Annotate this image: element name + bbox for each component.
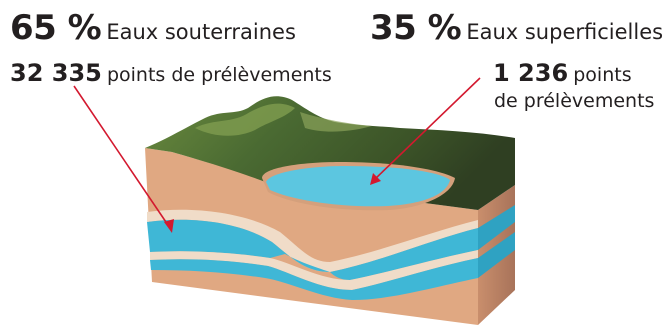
aquifer-upper-right (330, 228, 478, 280)
aquifer-upper (147, 219, 330, 272)
groundwater-count: 32 335 (10, 59, 102, 87)
groundwater-arrow-head (164, 219, 174, 233)
surface-water-points-label-2: de prélèvements (494, 90, 655, 112)
surface-water-arrow-head (370, 173, 381, 185)
groundwater-label: Eaux souterraines (106, 20, 296, 44)
terrain-ridge (195, 103, 295, 136)
surface-water-arrow (373, 77, 481, 181)
side-aquifer-upper (478, 205, 515, 250)
surface-water-label: Eaux superficielles (466, 20, 663, 44)
groundwater-points-label: points de prélèvements (106, 64, 332, 86)
surface-water-points: 1 236 points (493, 61, 632, 85)
sand-layer-lower (150, 250, 478, 290)
groundwater-points: 32 335 points de prélèvements (10, 61, 332, 85)
aquifer-lower (150, 258, 478, 300)
groundwater-heading: 65 % Eaux souterraines (10, 11, 296, 45)
groundwater-arrow (73, 85, 171, 229)
groundwater-percent: 65 % (10, 8, 102, 48)
surface-water-heading: 35 % Eaux superficielles (370, 11, 663, 45)
surface-water-count: 1 236 (493, 59, 569, 87)
sand-layer-upper (147, 209, 478, 272)
side-aquifer-lower (478, 232, 515, 278)
surface-water-points-label-1: points (573, 64, 632, 86)
surface-lake (266, 166, 450, 207)
terrain-ridge (300, 112, 372, 132)
surface-water-percent: 35 % (370, 8, 462, 48)
